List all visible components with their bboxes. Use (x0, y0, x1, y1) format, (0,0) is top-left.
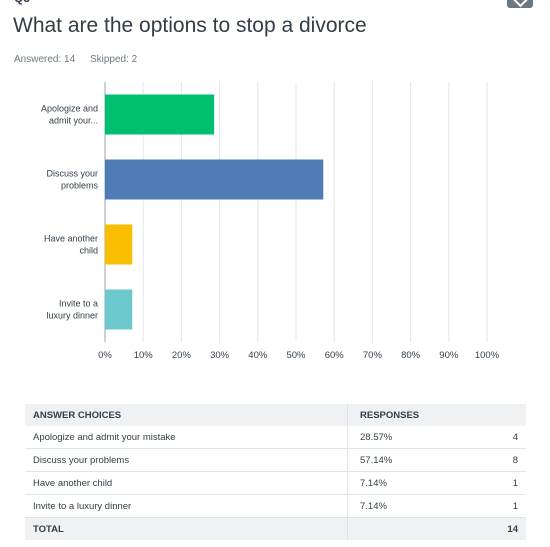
table-row: Apologize and admit your mistake 28.57% … (25, 426, 526, 449)
bar[interactable] (105, 289, 133, 330)
choice-count: 1 (480, 471, 526, 495)
x-tick-label: 40% (248, 350, 268, 361)
choice-count: 8 (480, 448, 526, 472)
category-label: Discuss your (46, 169, 98, 179)
choice-label: Discuss your problems (25, 448, 348, 472)
choice-count: 4 (480, 426, 526, 449)
category-label: Apologize and (41, 104, 98, 114)
category-label: luxury dinner (46, 311, 98, 321)
question-number: Q5 (14, 0, 30, 5)
table-row: Have another child 7.14% 1 (25, 471, 526, 495)
skipped-count: Skipped: 2 (89, 54, 138, 65)
table-total-row: TOTAL 14 (25, 517, 526, 540)
choice-percent: 57.14% (347, 448, 480, 472)
question-title: What are the options to stop a divorce (13, 14, 367, 37)
bar[interactable] (105, 159, 324, 200)
choice-percent: 7.14% (347, 471, 480, 495)
category-label: problems (61, 181, 99, 191)
x-tick-label: 0% (98, 350, 112, 361)
category-label: child (79, 246, 98, 256)
response-summary: Answered: 14 Skipped: 2 (14, 54, 149, 65)
x-tick-label: 90% (439, 350, 459, 361)
x-tick-label: 50% (286, 350, 306, 361)
choice-label: Have another child (25, 471, 348, 495)
category-label: admit your... (49, 116, 98, 126)
choice-percent: 7.14% (347, 494, 480, 518)
x-tick-label: 20% (172, 350, 192, 361)
collapse-toggle[interactable] (507, 0, 533, 8)
bar[interactable] (105, 224, 133, 265)
x-tick-label: 10% (134, 350, 154, 361)
x-tick-label: 100% (475, 350, 500, 361)
responses-table: ANSWER CHOICES RESPONSES Apologize and a… (25, 404, 526, 540)
bar[interactable] (105, 94, 215, 135)
category-label: Have another (44, 234, 98, 244)
bar-chart: 0% 10% 20% 30% 40% 50% 60% 70% 80% 90% 100% Apologi… (41, 82, 500, 361)
header-responses: RESPONSES (347, 404, 480, 426)
choice-label: Apologize and admit your mistake (25, 426, 348, 449)
answered-count: Answered: 14 (14, 54, 76, 65)
x-tick-label: 30% (210, 350, 230, 361)
choice-count: 1 (480, 494, 526, 518)
choice-percent: 28.57% (347, 426, 480, 449)
total-percent (347, 517, 480, 540)
table-header-row: ANSWER CHOICES RESPONSES (25, 404, 526, 426)
x-tick-label: 80% (401, 350, 421, 361)
choice-label: Invite to a luxury dinner (25, 494, 348, 518)
table-row: Invite to a luxury dinner 7.14% 1 (25, 494, 526, 518)
total-label: TOTAL (25, 517, 348, 540)
total-count: 14 (480, 517, 526, 540)
header-answer-choices: ANSWER CHOICES (25, 404, 348, 426)
header-blank (480, 404, 526, 426)
table-row: Discuss your problems 57.14% 8 (25, 448, 526, 472)
x-tick-label: 60% (325, 350, 345, 361)
category-label: Invite to a (59, 299, 98, 309)
x-tick-label: 70% (363, 350, 383, 361)
